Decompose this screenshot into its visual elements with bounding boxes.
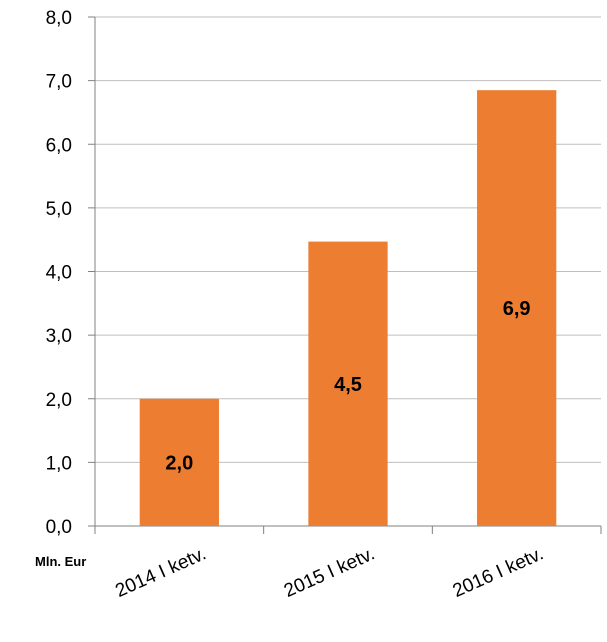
y-tick-label: 1,0 <box>46 453 72 474</box>
data-label: 2,0 <box>165 452 193 474</box>
x-category-label: 2014 I ketv. <box>112 543 209 602</box>
bar <box>308 241 388 526</box>
data-label: 6,9 <box>503 298 531 320</box>
bar <box>139 398 219 526</box>
y-tick-label: 8,0 <box>46 8 72 29</box>
y-tick-label: 7,0 <box>46 72 72 93</box>
y-tick-label: 2,0 <box>46 390 72 411</box>
y-tick-label: 4,0 <box>46 263 72 284</box>
x-category-label: 2015 I ketv. <box>281 543 378 602</box>
bar <box>477 90 557 526</box>
y-tick-label: 6,0 <box>46 135 72 156</box>
bars <box>139 90 557 526</box>
x-category-label: 2016 I ketv. <box>450 543 547 602</box>
y-tick-label: 3,0 <box>46 326 72 347</box>
y-tick-label: 5,0 <box>46 199 72 220</box>
data-label: 4,5 <box>334 374 362 396</box>
y-tick-labels: 0,0 1,0 2,0 3,0 4,0 5,0 6,0 7,0 8,0 <box>46 8 72 538</box>
unit-label: Mln. Eur <box>35 554 86 569</box>
x-category-labels: 2014 I ketv. 2015 I ketv. 2016 I ketv. <box>112 543 546 602</box>
y-tick-label: 0,0 <box>46 517 72 538</box>
data-labels: 2,0 4,5 6,9 <box>165 298 530 474</box>
